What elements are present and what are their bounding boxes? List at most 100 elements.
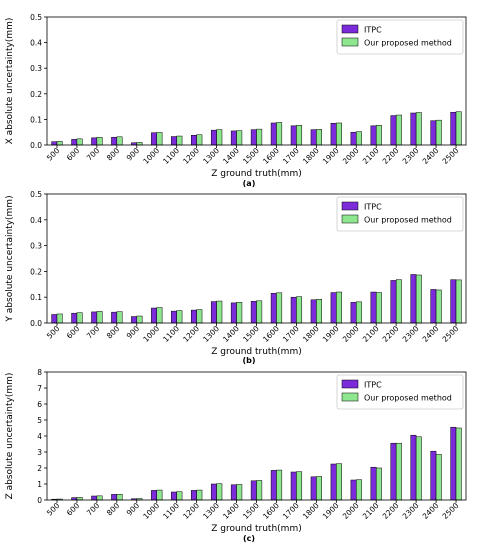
bar-our-proposed-method-1300 bbox=[216, 300, 223, 324]
bar-itpc-1400 bbox=[230, 130, 237, 146]
y-tick-label: 0.0 bbox=[30, 319, 42, 328]
bar-our-proposed-method-1200 bbox=[196, 489, 203, 501]
x-tick-label: 1000 bbox=[141, 324, 161, 344]
x-tick-label: 2100 bbox=[361, 501, 381, 521]
bar-our-proposed-method-1200 bbox=[196, 134, 203, 146]
bar-itpc-1400 bbox=[230, 302, 237, 324]
x-axis-label: Z ground truth(mm) bbox=[211, 169, 301, 179]
bar-our-proposed-method-1500 bbox=[256, 128, 263, 146]
panel-label: (b) bbox=[242, 356, 255, 365]
bar-itpc-700 bbox=[91, 137, 98, 146]
x-tick-label: 1400 bbox=[221, 324, 241, 344]
bar-our-proposed-method-2000 bbox=[356, 131, 362, 146]
x-tick-label: 2300 bbox=[401, 324, 421, 344]
x-tick-label: 700 bbox=[85, 501, 102, 518]
bar-itpc-2200 bbox=[390, 280, 397, 324]
x-tick-label: 900 bbox=[125, 501, 142, 518]
legend-label: Our proposed method bbox=[364, 39, 452, 48]
bar-itpc-2100 bbox=[370, 291, 377, 324]
x-tick-label: 1100 bbox=[161, 146, 181, 166]
x-tick-label: 2500 bbox=[441, 324, 461, 344]
bar-our-proposed-method-2400 bbox=[435, 454, 442, 501]
bar-our-proposed-method-1000 bbox=[156, 132, 163, 146]
x-axis-label: Z ground truth(mm) bbox=[211, 524, 301, 534]
bar-our-proposed-method-2000 bbox=[356, 301, 362, 324]
bar-our-proposed-method-1100 bbox=[176, 135, 183, 146]
legend: ITPC Our proposed method bbox=[336, 19, 464, 55]
x-tick-label: 1800 bbox=[301, 501, 321, 521]
bar-itpc-1300 bbox=[210, 483, 217, 501]
bar-itpc-1100 bbox=[171, 491, 177, 501]
bar-our-proposed-method-800 bbox=[116, 136, 123, 146]
x-tick-label: 1000 bbox=[141, 146, 161, 166]
x-tick-label: 1600 bbox=[261, 324, 281, 344]
x-tick-label: 600 bbox=[65, 501, 82, 518]
x-tick-label: 1000 bbox=[141, 501, 161, 521]
bar-our-proposed-method-1600 bbox=[276, 122, 283, 146]
x-tick-label: 500 bbox=[45, 324, 62, 341]
bar-our-proposed-method-1000 bbox=[156, 489, 163, 501]
bar-itpc-2200 bbox=[390, 115, 397, 146]
bar-itpc-2300 bbox=[410, 112, 417, 146]
bar-our-proposed-method-2200 bbox=[395, 279, 402, 324]
x-tick-label: 1300 bbox=[201, 146, 221, 166]
bar-itpc-2400 bbox=[430, 450, 437, 501]
bar-itpc-1900 bbox=[330, 463, 337, 501]
bar-itpc-2000 bbox=[350, 479, 357, 501]
bar-itpc-1100 bbox=[171, 136, 177, 146]
x-tick-label: 2000 bbox=[341, 501, 361, 521]
bar-our-proposed-method-700 bbox=[96, 495, 103, 501]
bar-itpc-1600 bbox=[270, 470, 277, 501]
bar-itpc-700 bbox=[91, 311, 98, 324]
legend-label: ITPC bbox=[364, 26, 382, 35]
bar-our-proposed-method-2200 bbox=[395, 442, 402, 501]
y-tick-label: 0.0 bbox=[30, 141, 42, 150]
bar-itpc-1000 bbox=[151, 307, 157, 324]
bar-itpc-2500 bbox=[450, 426, 457, 501]
x-tick-label: 500 bbox=[45, 501, 62, 518]
x-tick-label: 1900 bbox=[321, 146, 341, 166]
legend-swatch bbox=[341, 214, 359, 224]
x-tick-label: 1400 bbox=[221, 501, 241, 521]
bar-itpc-1900 bbox=[330, 122, 337, 146]
y-tick-label: 6 bbox=[37, 400, 42, 409]
bar-itpc-800 bbox=[111, 494, 118, 501]
bar-itpc-600 bbox=[71, 139, 78, 146]
bar-itpc-1800 bbox=[310, 129, 317, 146]
legend: ITPC Our proposed method bbox=[336, 374, 464, 410]
x-tick-label: 500 bbox=[45, 146, 62, 163]
y-axis-label: Z absolute uncertainty(mm) bbox=[5, 373, 15, 500]
bar-our-proposed-method-1300 bbox=[216, 129, 223, 146]
bar-itpc-2200 bbox=[390, 442, 397, 501]
bar-our-proposed-method-1800 bbox=[316, 129, 322, 146]
x-tick-label: 2200 bbox=[381, 146, 401, 166]
bar-itpc-2000 bbox=[350, 302, 357, 324]
bar-our-proposed-method-2500 bbox=[455, 279, 462, 324]
chart-panel-2: 0.0 0.1 0.2 0.3 0.4 0.5 500 600 700 800 900 1000 110… bbox=[5, 190, 467, 365]
x-tick-label: 2100 bbox=[361, 324, 381, 344]
bar-itpc-2400 bbox=[430, 120, 437, 146]
legend-swatch bbox=[341, 392, 359, 402]
y-tick-label: 0.3 bbox=[30, 242, 42, 251]
y-tick-label: 2 bbox=[37, 464, 42, 473]
bar-our-proposed-method-2200 bbox=[395, 114, 402, 146]
bar-our-proposed-method-800 bbox=[116, 311, 123, 324]
panel-label: (c) bbox=[243, 534, 255, 543]
bar-itpc-800 bbox=[111, 311, 118, 324]
x-tick-label: 700 bbox=[85, 146, 102, 163]
x-tick-label: 1100 bbox=[161, 324, 181, 344]
x-tick-label: 2400 bbox=[421, 146, 441, 166]
bar-our-proposed-method-1400 bbox=[236, 484, 243, 501]
bar-our-proposed-method-1600 bbox=[276, 292, 283, 324]
bar-our-proposed-method-1400 bbox=[236, 130, 243, 146]
legend-label: Our proposed method bbox=[364, 216, 452, 225]
y-tick-label: 0.4 bbox=[30, 216, 42, 225]
bar-our-proposed-method-1600 bbox=[276, 469, 283, 501]
legend-box bbox=[336, 19, 464, 55]
bar-our-proposed-method-2000 bbox=[356, 479, 362, 501]
x-tick-label: 1700 bbox=[281, 146, 301, 166]
bar-itpc-900 bbox=[131, 316, 138, 324]
x-tick-label: 1800 bbox=[301, 324, 321, 344]
x-tick-label: 1300 bbox=[201, 324, 221, 344]
x-tick-label: 800 bbox=[105, 146, 122, 163]
